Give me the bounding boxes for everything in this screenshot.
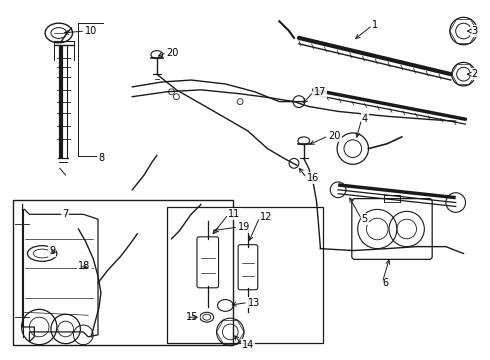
Text: 9: 9 [49,246,55,256]
Text: 14: 14 [242,339,254,350]
Text: 7: 7 [62,209,68,219]
Text: 16: 16 [307,173,319,183]
Text: 13: 13 [248,297,260,307]
Text: 15: 15 [186,312,198,322]
Text: 4: 4 [362,114,368,124]
Text: 6: 6 [382,278,389,288]
Text: 5: 5 [362,214,368,224]
Text: 20: 20 [328,131,341,141]
Text: 20: 20 [167,48,179,58]
Bar [167,207,323,343]
Text: 8: 8 [98,153,104,163]
Text: 10: 10 [85,26,98,36]
Text: 1: 1 [372,20,379,30]
Text: 2: 2 [471,69,478,79]
Text: 18: 18 [78,261,91,271]
Text: 3: 3 [471,26,478,36]
Text: 17: 17 [314,87,326,97]
Text: 19: 19 [238,222,250,232]
Text: 11: 11 [228,209,241,219]
Bar [13,199,233,345]
Text: 12: 12 [260,212,272,222]
